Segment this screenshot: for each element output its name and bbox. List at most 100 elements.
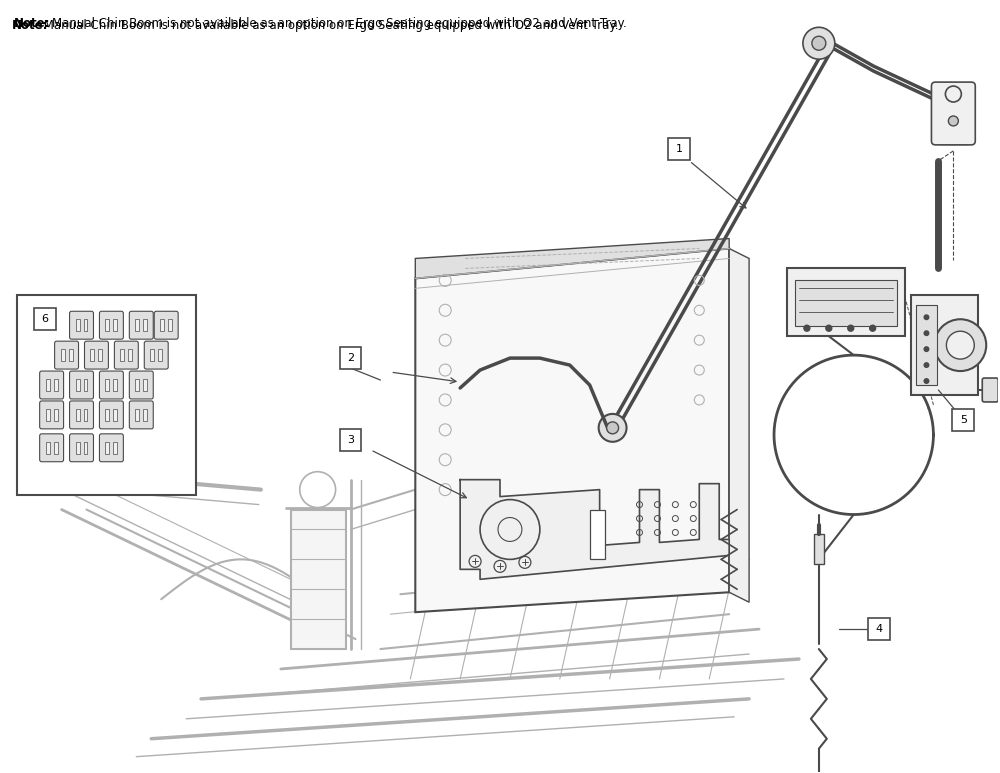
Bar	[46, 409, 50, 421]
FancyBboxPatch shape	[55, 341, 79, 369]
Bar	[795, 281, 897, 326]
Circle shape	[923, 315, 929, 320]
Bar	[46, 379, 50, 391]
Polygon shape	[415, 239, 729, 278]
Circle shape	[804, 325, 810, 331]
Bar	[17, 295, 196, 495]
Circle shape	[599, 414, 627, 442]
FancyBboxPatch shape	[70, 312, 93, 339]
Bar	[340, 429, 361, 451]
Text: Manual Chin Boom is not available as an option on Ergo Seating equipped with O2 : Manual Chin Boom is not available as an …	[40, 19, 618, 32]
Bar	[168, 319, 172, 331]
FancyBboxPatch shape	[40, 371, 64, 399]
Bar	[952, 409, 974, 431]
Text: 4: 4	[875, 624, 882, 634]
Circle shape	[923, 346, 929, 352]
Polygon shape	[729, 248, 749, 602]
FancyBboxPatch shape	[154, 312, 178, 339]
Bar	[54, 379, 58, 391]
Polygon shape	[460, 480, 729, 579]
FancyBboxPatch shape	[70, 434, 93, 461]
Circle shape	[923, 362, 929, 368]
Bar	[84, 319, 87, 331]
Bar	[76, 442, 80, 454]
Polygon shape	[415, 248, 729, 612]
FancyBboxPatch shape	[40, 434, 64, 461]
Circle shape	[948, 116, 958, 126]
Bar	[54, 442, 58, 454]
Bar	[105, 319, 109, 331]
Bar	[46, 442, 50, 454]
Circle shape	[923, 330, 929, 336]
Bar	[787, 268, 905, 336]
FancyBboxPatch shape	[84, 341, 108, 369]
Circle shape	[870, 325, 876, 331]
Bar	[143, 379, 147, 391]
Bar	[113, 442, 117, 454]
Bar	[61, 349, 65, 361]
FancyBboxPatch shape	[144, 341, 168, 369]
Bar	[76, 319, 80, 331]
Bar	[868, 618, 890, 640]
Bar	[128, 349, 132, 361]
Bar	[113, 319, 117, 331]
Bar	[120, 349, 124, 361]
Circle shape	[848, 325, 854, 331]
FancyBboxPatch shape	[40, 401, 64, 429]
Bar	[143, 409, 147, 421]
Text: Note:: Note:	[12, 19, 48, 32]
Bar	[113, 379, 117, 391]
FancyBboxPatch shape	[99, 371, 123, 399]
Bar	[76, 379, 80, 391]
FancyBboxPatch shape	[99, 312, 123, 339]
Bar	[143, 319, 147, 331]
Bar	[590, 509, 605, 560]
Bar	[105, 442, 109, 454]
Bar	[84, 409, 87, 421]
Circle shape	[826, 325, 832, 331]
Bar	[668, 138, 690, 160]
Bar	[135, 319, 139, 331]
Bar	[135, 409, 139, 421]
Circle shape	[923, 378, 929, 384]
FancyBboxPatch shape	[129, 371, 153, 399]
Text: 1: 1	[676, 144, 683, 154]
Bar	[158, 349, 162, 361]
FancyBboxPatch shape	[99, 401, 123, 429]
FancyBboxPatch shape	[931, 82, 975, 145]
Circle shape	[812, 36, 826, 50]
Bar	[69, 349, 73, 361]
Bar	[84, 379, 87, 391]
Bar	[814, 534, 824, 564]
Circle shape	[607, 422, 619, 434]
Bar	[34, 308, 56, 330]
Bar	[340, 347, 361, 369]
Text: 3: 3	[347, 434, 354, 444]
Text: Note:: Note:	[14, 17, 50, 30]
FancyBboxPatch shape	[70, 371, 93, 399]
Bar	[54, 409, 58, 421]
Bar	[150, 349, 154, 361]
Bar	[76, 409, 80, 421]
FancyBboxPatch shape	[129, 401, 153, 429]
Text: 5: 5	[960, 415, 967, 425]
Bar	[916, 305, 937, 385]
Text: 2: 2	[347, 353, 354, 363]
Bar	[90, 349, 94, 361]
Bar	[291, 509, 346, 649]
Text: Manual Chin Boom is not available as an option on Ergo Seating equipped with O2 : Manual Chin Boom is not available as an …	[52, 17, 626, 30]
Bar	[84, 442, 87, 454]
Circle shape	[803, 27, 835, 60]
FancyBboxPatch shape	[129, 312, 153, 339]
FancyBboxPatch shape	[114, 341, 138, 369]
Text: 6: 6	[41, 315, 48, 324]
Circle shape	[934, 319, 986, 371]
Bar	[135, 379, 139, 391]
Bar	[105, 379, 109, 391]
Bar	[105, 409, 109, 421]
Bar	[911, 295, 978, 395]
Bar	[160, 319, 164, 331]
Circle shape	[480, 499, 540, 560]
Bar	[98, 349, 102, 361]
FancyBboxPatch shape	[982, 378, 998, 402]
